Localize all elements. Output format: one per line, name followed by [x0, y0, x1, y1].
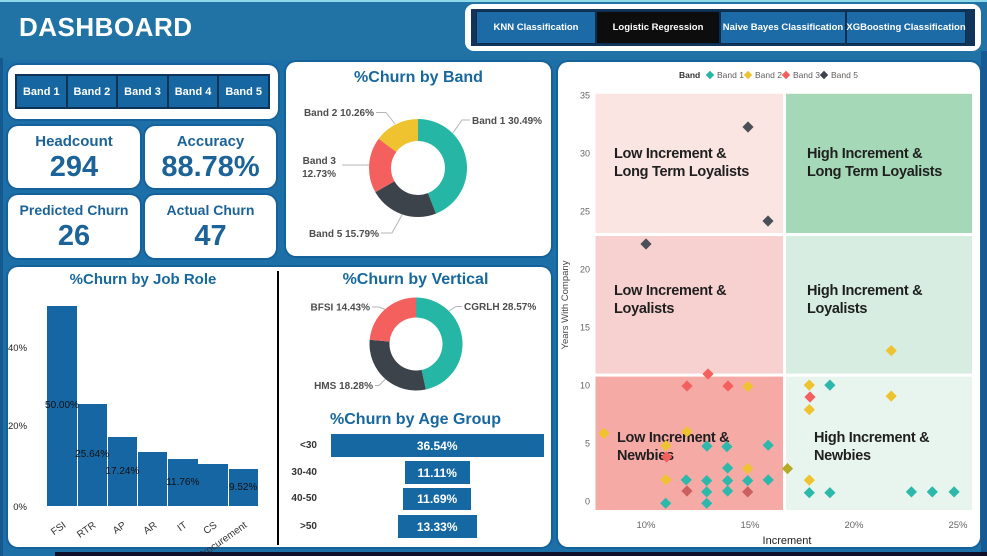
svg-text:CGRLH 28.57%: CGRLH 28.57%: [464, 302, 536, 313]
svg-text:Long Term Loyalists: Long Term Loyalists: [614, 164, 749, 180]
svg-text:Band 5: Band 5: [831, 70, 858, 80]
svg-text:Band 2: Band 2: [755, 70, 782, 80]
svg-text:High Increment &: High Increment &: [807, 146, 923, 162]
svg-text:Loyalists: Loyalists: [614, 301, 674, 317]
svg-text:Low Increment &: Low Increment &: [617, 430, 730, 446]
svg-text:10%: 10%: [636, 520, 656, 531]
svg-text:Newbies: Newbies: [814, 448, 871, 464]
svg-text:Years With Company: Years With Company: [560, 260, 571, 349]
svg-text:30: 30: [580, 148, 590, 158]
svg-text:High Increment &: High Increment &: [807, 283, 923, 299]
svg-text:25%: 25%: [948, 520, 968, 531]
svg-text:Band 3: Band 3: [303, 156, 337, 167]
svg-text:20%: 20%: [844, 520, 864, 531]
svg-text:25: 25: [580, 206, 590, 216]
svg-text:Band: Band: [679, 70, 700, 80]
svg-text:Band 3: Band 3: [793, 70, 820, 80]
svg-text:Increment: Increment: [763, 535, 812, 547]
svg-text:Band 1: Band 1: [717, 70, 744, 80]
svg-text:Band 1 30.49%: Band 1 30.49%: [472, 116, 542, 127]
svg-text:12.73%: 12.73%: [302, 169, 336, 180]
svg-text:Long Term Loyalists: Long Term Loyalists: [807, 164, 942, 180]
svg-text:5: 5: [585, 438, 590, 448]
svg-text:Newbies: Newbies: [617, 448, 674, 464]
svg-text:10: 10: [580, 380, 590, 390]
svg-text:Loyalists: Loyalists: [807, 301, 867, 317]
svg-text:Band 5 15.79%: Band 5 15.79%: [309, 229, 379, 240]
svg-text:0: 0: [585, 496, 590, 506]
svg-text:Band 2 10.26%: Band 2 10.26%: [304, 108, 374, 119]
svg-text:BFSI 14.43%: BFSI 14.43%: [311, 303, 371, 314]
svg-text:HMS 18.28%: HMS 18.28%: [314, 381, 373, 392]
svg-text:15%: 15%: [740, 520, 760, 531]
svg-text:Low Increment &: Low Increment &: [614, 146, 727, 162]
svg-text:High Increment &: High Increment &: [814, 430, 930, 446]
svg-text:Low Increment &: Low Increment &: [614, 283, 727, 299]
svg-text:15: 15: [580, 322, 590, 332]
svg-text:20: 20: [580, 264, 590, 274]
svg-text:35: 35: [580, 90, 590, 100]
